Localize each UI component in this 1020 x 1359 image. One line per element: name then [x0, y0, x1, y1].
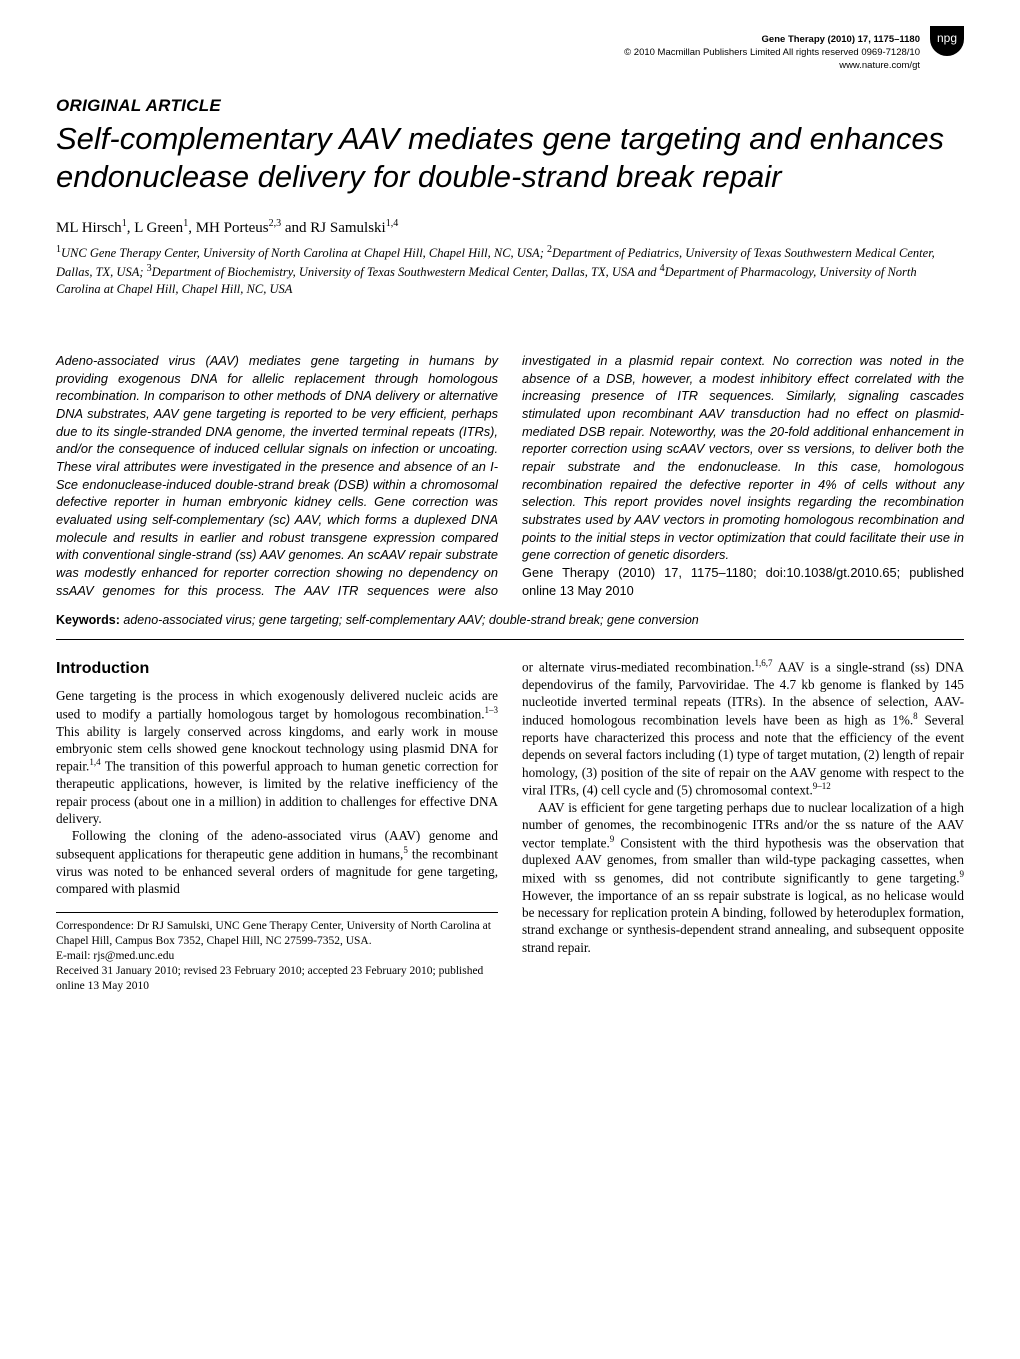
abstract: Adeno-associated virus (AAV) mediates ge… [56, 352, 964, 599]
correspondence-text: Correspondence: Dr RJ Samulski, UNC Gene… [56, 919, 498, 949]
body-text: Introduction Gene targeting is the proce… [56, 658, 964, 994]
journal-header-text: Gene Therapy (2010) 17, 1175–1180 © 2010… [624, 34, 920, 72]
intro-heading: Introduction [56, 658, 498, 679]
article-title: Self-complementary AAV mediates gene tar… [56, 120, 964, 196]
received-dates: Received 31 January 2010; revised 23 Feb… [56, 964, 498, 994]
keywords-text: adeno-associated virus; gene targeting; … [123, 613, 698, 627]
affiliations: 1UNC Gene Therapy Center, University of … [56, 243, 964, 298]
keywords-label: Keywords: [56, 613, 120, 627]
copyright-line: © 2010 Macmillan Publishers Limited All … [624, 47, 920, 60]
author-list: ML Hirsch1, L Green1, MH Porteus2,3 and … [56, 218, 964, 237]
npg-badge-icon: npg [930, 26, 964, 56]
journal-line: Gene Therapy (2010) 17, 1175–1180 [624, 34, 920, 47]
correspondence-email: E-mail: rjs@med.unc.edu [56, 949, 498, 964]
abstract-citation: Gene Therapy (2010) 17, 1175–1180; doi:1… [522, 565, 964, 598]
intro-para-1: Gene targeting is the process in which e… [56, 687, 498, 827]
section-divider [56, 639, 964, 640]
keywords-row: Keywords: adeno-associated virus; gene t… [56, 613, 964, 627]
article-type: ORIGINAL ARTICLE [56, 96, 964, 116]
journal-header: Gene Therapy (2010) 17, 1175–1180 © 2010… [56, 34, 964, 72]
journal-url: www.nature.com/gt [624, 60, 920, 73]
abstract-text: Adeno-associated virus (AAV) mediates ge… [56, 353, 964, 598]
intro-para-3: or alternate virus-mediated recombinatio… [522, 658, 964, 799]
intro-para-4: AAV is efficient for gene targeting perh… [522, 799, 964, 957]
correspondence-footer: Correspondence: Dr RJ Samulski, UNC Gene… [56, 912, 498, 995]
intro-para-2: Following the cloning of the adeno-assoc… [56, 827, 498, 897]
